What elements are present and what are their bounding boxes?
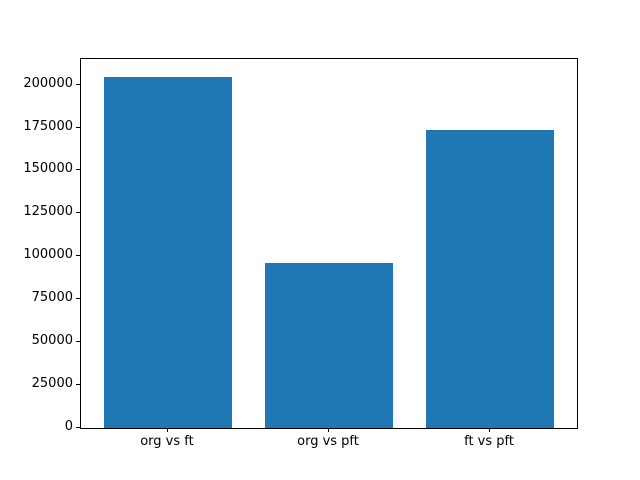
y-tick-mark bbox=[76, 212, 80, 214]
y-tick-label: 50000 bbox=[31, 333, 73, 349]
y-tick-label: 200000 bbox=[23, 75, 73, 91]
y-tick-mark bbox=[76, 384, 80, 386]
y-tick-label: 100000 bbox=[23, 247, 73, 263]
x-tick-mark bbox=[489, 428, 491, 432]
y-tick-mark bbox=[76, 255, 80, 257]
bar-org-vs-ft bbox=[103, 76, 233, 428]
plot-area bbox=[80, 58, 578, 429]
bar-ft-vs-pft bbox=[425, 129, 555, 428]
y-tick-mark bbox=[76, 341, 80, 343]
y-tick-label: 75000 bbox=[31, 290, 73, 306]
y-tick-mark bbox=[76, 427, 80, 428]
y-tick-label: 25000 bbox=[31, 376, 73, 392]
y-tick-mark bbox=[76, 298, 80, 300]
x-tick-label: org vs pft bbox=[297, 434, 359, 449]
y-tick-label: 175000 bbox=[23, 118, 73, 134]
x-tick-mark bbox=[166, 428, 168, 432]
x-tick-label: org vs ft bbox=[140, 434, 194, 449]
x-tick-mark bbox=[328, 428, 329, 432]
y-tick-mark bbox=[76, 83, 80, 85]
y-tick-label: 0 bbox=[64, 419, 73, 434]
y-tick-label: 125000 bbox=[23, 204, 73, 220]
x-tick-label: ft vs pft bbox=[464, 434, 514, 449]
y-tick-label: 150000 bbox=[23, 161, 73, 177]
y-tick-mark bbox=[76, 169, 80, 171]
y-tick-mark bbox=[76, 126, 80, 128]
bar-org-vs-pft bbox=[264, 263, 394, 428]
